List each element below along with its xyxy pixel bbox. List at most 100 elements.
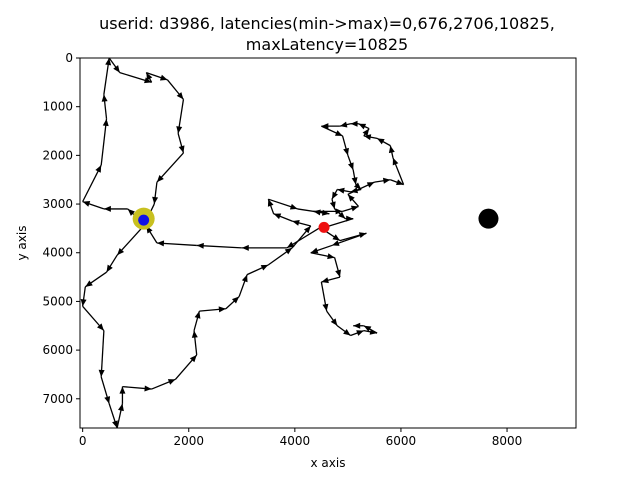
path-arrowhead — [353, 182, 362, 190]
path-arrowhead — [118, 403, 124, 412]
path-arrowhead — [112, 420, 118, 428]
path-arrowhead — [101, 94, 108, 102]
path-arrowhead — [241, 274, 248, 283]
path-arrowhead — [191, 330, 198, 338]
plot-area: 0 2000 4000 6000 8000 0 1000 2000 3000 4000 5000 6… — [42, 51, 577, 448]
path-arrowhead — [350, 187, 359, 194]
y-tick-label: 5000 — [42, 294, 73, 308]
path-arrowhead — [350, 120, 358, 127]
path-arrowhead — [267, 199, 274, 207]
path-arrowhead — [113, 65, 120, 73]
path-arrowhead — [167, 379, 176, 385]
path-arrowhead — [176, 126, 183, 134]
chart-title-line-2: maxLatency=10825 — [246, 35, 408, 54]
path-arrowhead — [350, 205, 359, 212]
path-segment — [196, 244, 242, 249]
path-arrowhead — [231, 296, 240, 304]
path-arrowhead — [343, 328, 351, 336]
y-tick-label: 4000 — [42, 246, 73, 260]
path-arrowhead — [144, 77, 152, 84]
path-arrowhead — [117, 247, 125, 256]
path-arrowhead — [146, 72, 153, 81]
y-tick-label: 3000 — [42, 197, 73, 211]
path-arrowhead — [82, 201, 91, 207]
chart-title-line-1: userid: d3986, latencies(min->max)=0,676… — [99, 14, 555, 33]
path-arrowhead — [327, 253, 335, 260]
y-tick-label: 1000 — [42, 100, 73, 114]
y-tick-label: 7000 — [42, 392, 73, 406]
path-arrowhead — [156, 240, 165, 247]
path-arrowhead — [358, 123, 367, 130]
blue-dot-marker — [138, 214, 150, 226]
path-arrowhead — [392, 157, 399, 166]
path-arrowhead — [156, 174, 164, 183]
path-arrowhead — [334, 130, 343, 136]
y-tick-label: 0 — [65, 51, 73, 65]
path-arrowhead — [260, 264, 269, 271]
path-arrowhead — [363, 134, 372, 141]
x-tick-label: 2000 — [173, 434, 204, 448]
path-arrowhead — [284, 247, 293, 255]
path-arrowhead — [273, 213, 282, 220]
path-arrowhead — [395, 179, 404, 185]
path-arrowhead — [289, 203, 298, 210]
path-segment — [100, 330, 105, 377]
path-arrowhead — [106, 264, 113, 273]
path-arrowhead — [388, 145, 395, 154]
y-axis-ticks: 0 1000 2000 3000 4000 5000 6000 7000 — [42, 51, 80, 406]
path-arrowhead — [196, 242, 204, 249]
path-arrowhead — [310, 247, 319, 254]
path-arrowhead — [97, 323, 104, 331]
path-arrowhead — [331, 191, 338, 200]
path-arrowhead — [331, 240, 340, 246]
path-arrowhead — [330, 318, 338, 326]
path-arrowhead — [382, 177, 391, 184]
y-tick-label: 6000 — [42, 343, 73, 357]
path-arrowhead — [338, 211, 346, 219]
path-arrowhead — [347, 162, 354, 170]
path-arrowhead — [98, 369, 105, 377]
path-arrowhead — [335, 269, 341, 278]
path-arrowhead — [347, 194, 355, 202]
path-arrowhead — [363, 325, 372, 332]
path-arrowhead — [144, 385, 152, 392]
path-arrowhead — [337, 187, 345, 194]
path-arrowhead — [241, 244, 249, 251]
x-axis-label: x axis — [311, 456, 346, 470]
trajectory-markers — [132, 207, 499, 233]
path-arrowhead — [377, 138, 385, 145]
x-axis-ticks: 0 2000 4000 6000 8000 — [79, 428, 522, 448]
plot-frame — [79, 57, 577, 429]
path-arrowhead — [218, 306, 226, 313]
path-arrowhead — [102, 118, 109, 127]
path-arrowhead — [159, 74, 168, 81]
path-arrowhead — [189, 354, 197, 363]
path-arrowhead — [332, 234, 340, 241]
path-arrowhead — [104, 396, 111, 404]
path-arrowhead — [286, 241, 295, 248]
black-dot-marker — [478, 208, 499, 229]
x-tick-label: 6000 — [386, 434, 417, 448]
path-arrowhead — [80, 298, 87, 307]
path-arrowhead — [322, 303, 329, 312]
path-arrowhead — [194, 311, 201, 319]
path-arrowhead — [119, 386, 126, 394]
path-arrowhead — [321, 277, 329, 284]
path-arrowhead — [303, 225, 311, 234]
path-arrowhead — [335, 208, 343, 215]
path-arrowhead — [339, 121, 348, 128]
path-arrowhead — [103, 205, 111, 212]
path-arrowhead — [362, 128, 370, 137]
path-arrowhead — [366, 182, 375, 188]
path-arrowhead — [95, 165, 102, 173]
path-arrowhead — [353, 322, 361, 329]
path-arrowhead — [85, 280, 93, 287]
y-tick-label: 2000 — [42, 148, 73, 162]
x-tick-label: 8000 — [492, 434, 523, 448]
path-arrowhead — [329, 201, 336, 209]
path-segment — [100, 118, 108, 166]
path-arrowhead — [176, 92, 184, 100]
path-arrowhead — [351, 177, 358, 185]
path-arrowhead — [127, 208, 135, 216]
